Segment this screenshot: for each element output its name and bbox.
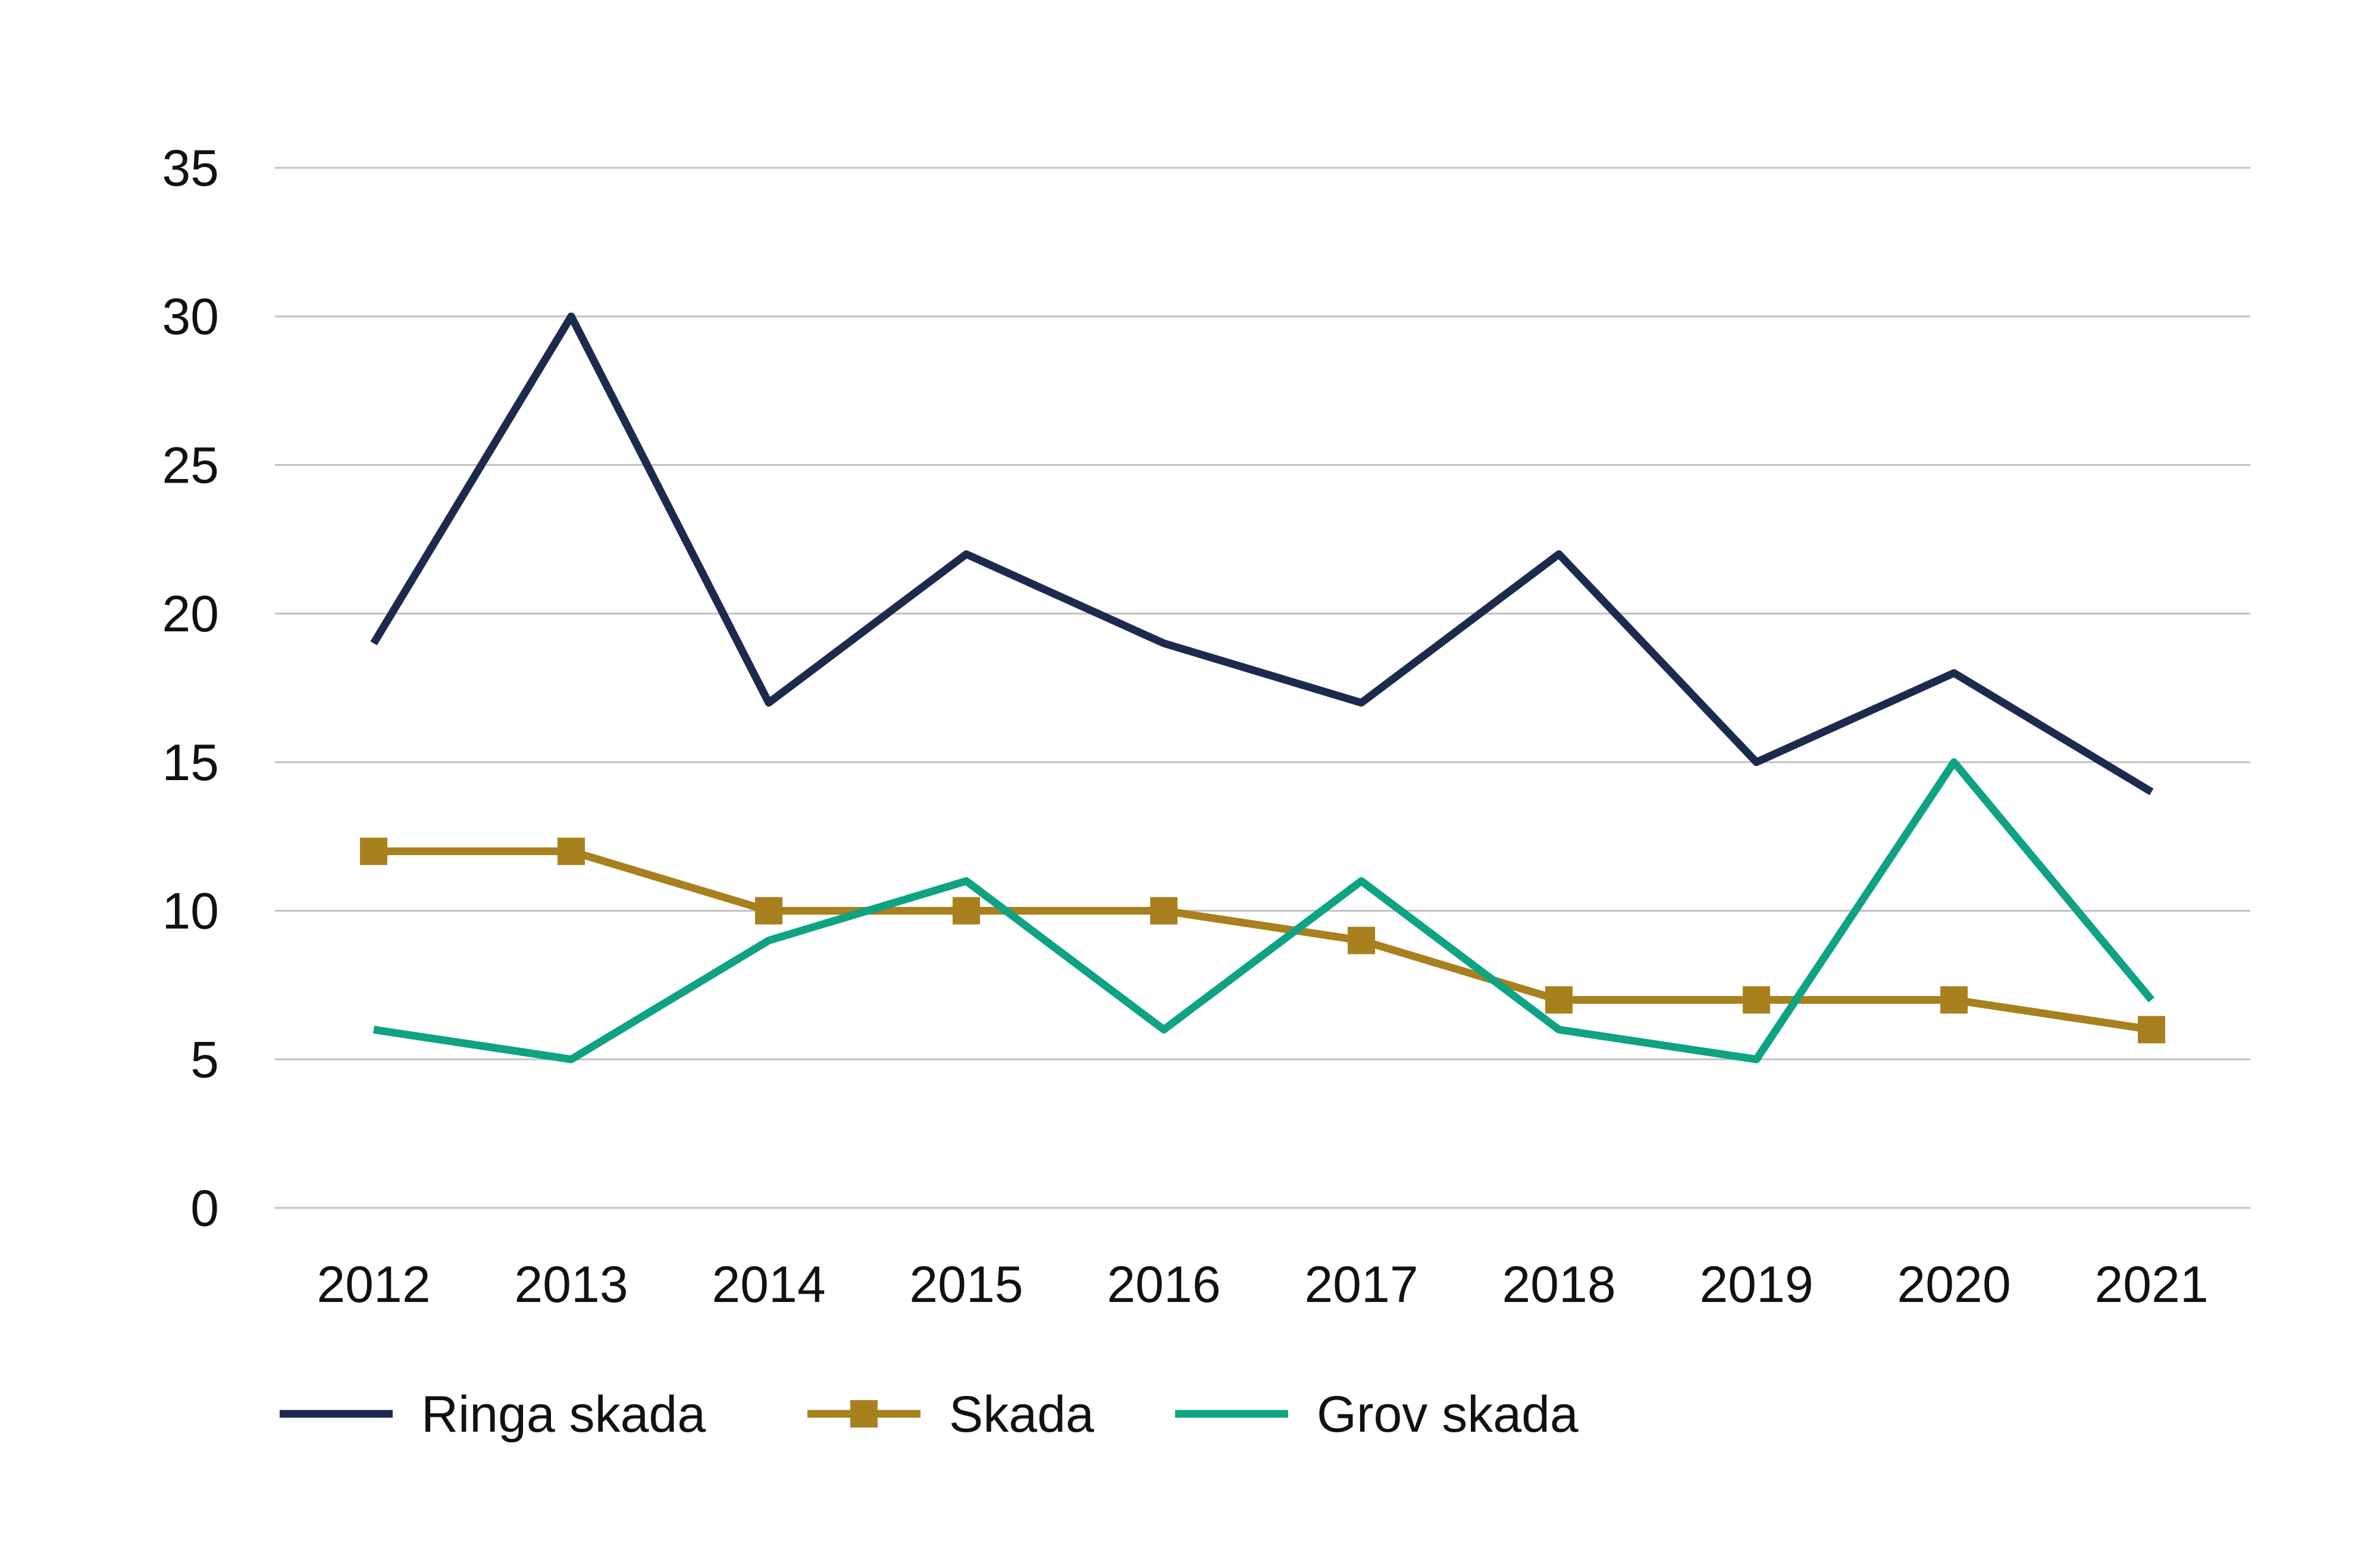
data-point-marker [2138,1016,2165,1044]
x-tick-label: 2019 [1699,1256,1813,1313]
series-line [373,758,2154,1063]
y-tick-label: 15 [162,734,219,791]
data-point-marker [1743,986,1770,1014]
legend-entry: Skada [807,1386,1094,1443]
y-tick-label: 20 [162,586,219,643]
series-grov-skada [373,758,2154,1063]
data-point-marker [1940,986,1968,1014]
data-point-marker [558,837,585,865]
legend-label: Skada [949,1386,1094,1443]
legend-entry: Ringa skada [280,1386,706,1443]
series-line [374,847,2152,1034]
legend-label: Ringa skada [421,1386,706,1443]
y-tick-label: 0 [190,1180,219,1237]
data-point-marker [360,837,387,865]
x-tick-label: 2017 [1304,1256,1418,1313]
y-tick-label: 10 [162,883,219,940]
data-point-marker [755,897,782,925]
series-ringa-skada [370,312,2154,796]
y-tick-label: 30 [162,289,219,346]
data-point-marker [1150,897,1178,925]
x-tick-label: 2016 [1107,1256,1220,1313]
x-tick-label: 2015 [909,1256,1023,1313]
y-tick-label: 35 [162,140,219,197]
legend: Ringa skada Skada Grov skada [280,1386,1579,1443]
x-tick-label: 2014 [712,1256,825,1313]
legend-marker [850,1400,878,1428]
x-tick-label: 2020 [1897,1256,2011,1313]
y-tick-label: 25 [162,437,219,494]
x-tick-label: 2018 [1502,1256,1615,1313]
series-skada [360,837,2165,1044]
legend-entry: Grov skada [1175,1386,1579,1443]
x-axis-ticks: 2012 2013 2014 2015 2016 2017 2018 2019 2020 2021 [317,1256,2208,1313]
legend-label: Grov skada [1317,1386,1579,1443]
y-axis-ticks: 0 5 10 15 20 25 30 35 [162,140,219,1237]
data-point-marker [1348,926,1375,954]
y-tick-label: 5 [190,1031,219,1088]
data-point-marker [1545,986,1573,1014]
x-tick-label: 2013 [514,1256,628,1313]
x-tick-label: 2012 [317,1256,430,1313]
x-tick-label: 2021 [2094,1256,2208,1313]
series-lines [360,312,2165,1063]
data-point-marker [953,897,980,925]
series-line [370,312,2154,796]
gridlines [275,167,2250,1209]
